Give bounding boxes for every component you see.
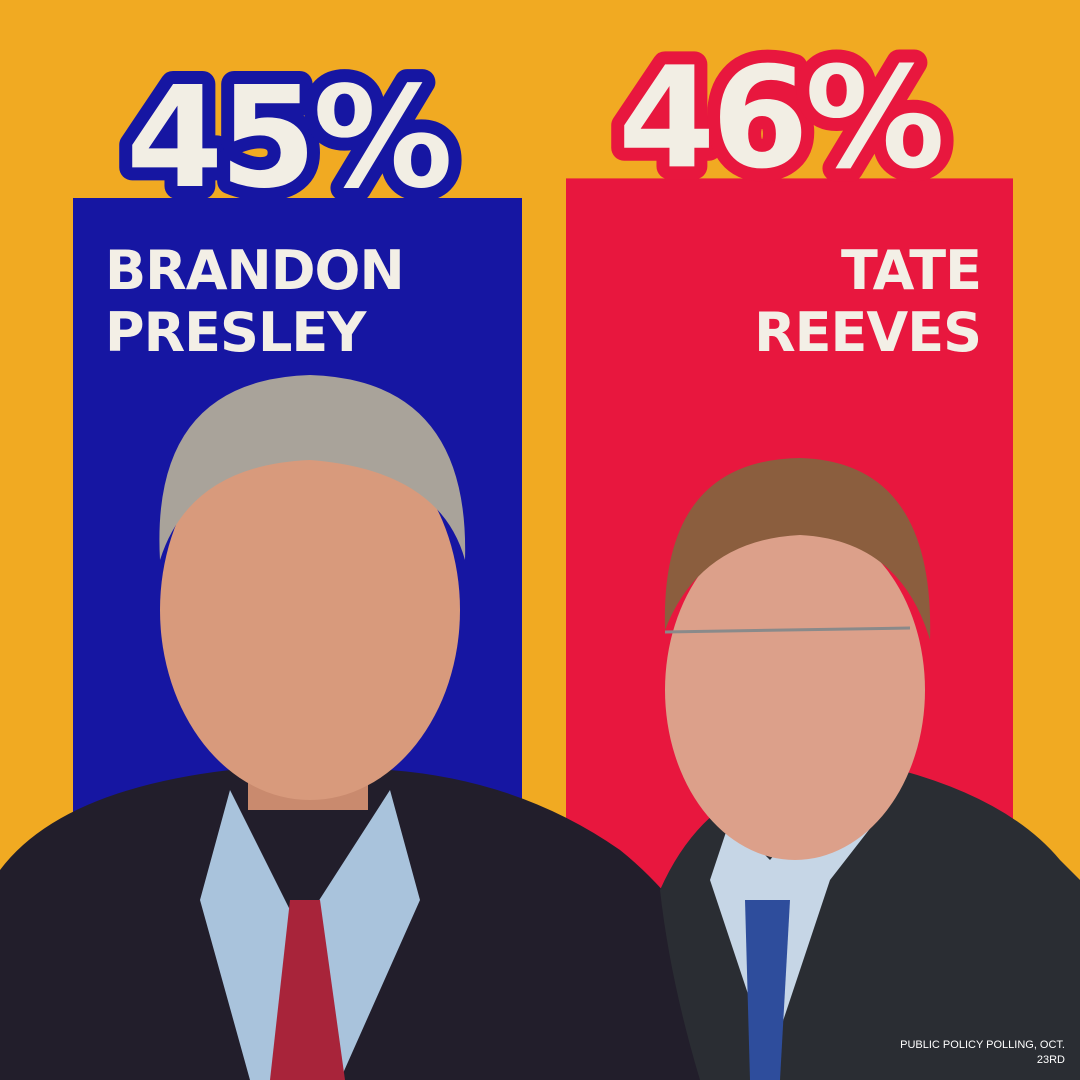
tie bbox=[745, 900, 790, 1080]
face bbox=[665, 520, 925, 860]
face bbox=[160, 420, 460, 800]
source-box: PUBLIC POLICY POLLING, OCT. 23RD bbox=[900, 1039, 1065, 1066]
hair bbox=[664, 458, 931, 640]
photo-reeves bbox=[660, 458, 1080, 1080]
value-label: 46% bbox=[618, 37, 941, 200]
name-box: TATE REEVES bbox=[754, 240, 981, 364]
candidate-name: TATE REEVES bbox=[754, 240, 981, 364]
candidate-name: BRANDON PRESLEY bbox=[105, 240, 405, 364]
hair bbox=[159, 375, 466, 560]
tie bbox=[270, 900, 345, 1080]
glasses bbox=[664, 626, 911, 634]
name-box: BRANDON PRESLEY bbox=[105, 240, 405, 364]
value-label: 45% bbox=[126, 57, 449, 220]
photo-presley bbox=[0, 375, 760, 1080]
value-labels: 45% 46% bbox=[113, 24, 958, 233]
names: BRANDON PRESLEY TATE REEVES bbox=[105, 240, 981, 364]
source: PUBLIC POLICY POLLING, OCT. 23RD bbox=[900, 1039, 1065, 1066]
